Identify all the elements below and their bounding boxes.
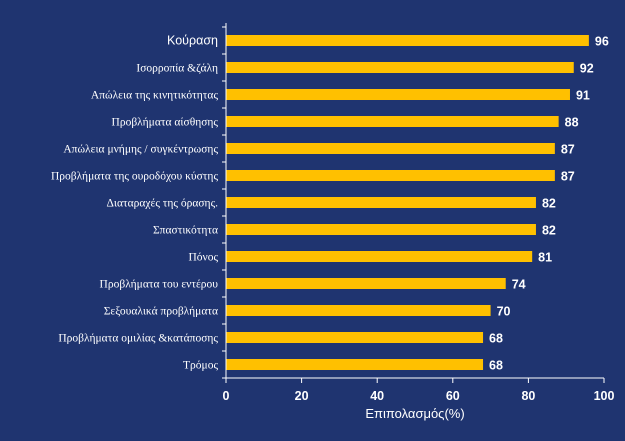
bar bbox=[226, 197, 536, 208]
category-label: Προβλήματα του εντέρου bbox=[100, 279, 219, 291]
x-tick-label: 20 bbox=[295, 389, 309, 403]
category-label: Σεξουαλικά προβλήματα bbox=[104, 306, 218, 318]
category-label: Κούραση bbox=[167, 34, 218, 48]
bar bbox=[226, 143, 555, 154]
bar bbox=[226, 89, 570, 100]
x-tick-label: 80 bbox=[521, 389, 535, 403]
bar bbox=[226, 305, 491, 316]
category-label: Προβλήματα αίσθησης bbox=[112, 117, 219, 129]
axes-group: 0 20 40 60 80 100 bbox=[222, 23, 614, 403]
category-label: Διαταραχές της όρασης. bbox=[106, 198, 218, 210]
bar bbox=[226, 224, 536, 235]
x-tick-label: 60 bbox=[446, 389, 460, 403]
value-label: 68 bbox=[489, 332, 503, 346]
value-label: 82 bbox=[542, 224, 556, 238]
category-label: Προβλήματα ομιλίας &κατάποσης bbox=[58, 333, 218, 345]
value-label: 96 bbox=[595, 35, 609, 49]
bar bbox=[226, 116, 559, 127]
value-label: 82 bbox=[542, 197, 556, 211]
x-tick-label: 0 bbox=[223, 389, 230, 403]
category-label: Προβλήματα της ουροδόχου κύστης bbox=[51, 171, 219, 183]
category-label: Απώλεια της κινητικότητας bbox=[91, 90, 219, 102]
value-label: 87 bbox=[561, 170, 575, 184]
category-label: Σπαστικότητα bbox=[153, 225, 218, 237]
bar bbox=[226, 251, 533, 262]
bar bbox=[226, 359, 484, 370]
bar bbox=[226, 332, 484, 343]
value-label: 81 bbox=[538, 251, 552, 265]
category-label: Απώλεια μνήμης / συγκέντρωσης bbox=[63, 144, 218, 156]
x-tick-label: 40 bbox=[370, 389, 384, 403]
category-labels-group: Κούραση Ισορροπία &ζάλη Απώλεια της κινητι… bbox=[51, 34, 219, 372]
bar bbox=[226, 62, 574, 73]
value-label: 92 bbox=[580, 62, 594, 76]
category-label: Τρόμος bbox=[183, 360, 218, 372]
x-axis-title: Επιπολασμός(%) bbox=[365, 406, 464, 421]
bar bbox=[226, 170, 555, 181]
x-tick-label: 100 bbox=[594, 389, 615, 403]
value-label: 91 bbox=[576, 89, 590, 103]
value-label: 74 bbox=[512, 278, 526, 292]
bar bbox=[226, 278, 506, 289]
value-label: 68 bbox=[489, 359, 503, 373]
bars-group bbox=[226, 35, 589, 370]
value-label: 70 bbox=[497, 305, 511, 319]
bar bbox=[226, 35, 589, 46]
value-label: 87 bbox=[561, 143, 575, 157]
category-label: Ισορροπία &ζάλη bbox=[136, 63, 218, 75]
value-label: 88 bbox=[565, 116, 579, 130]
category-label: Πόνος bbox=[188, 252, 218, 264]
